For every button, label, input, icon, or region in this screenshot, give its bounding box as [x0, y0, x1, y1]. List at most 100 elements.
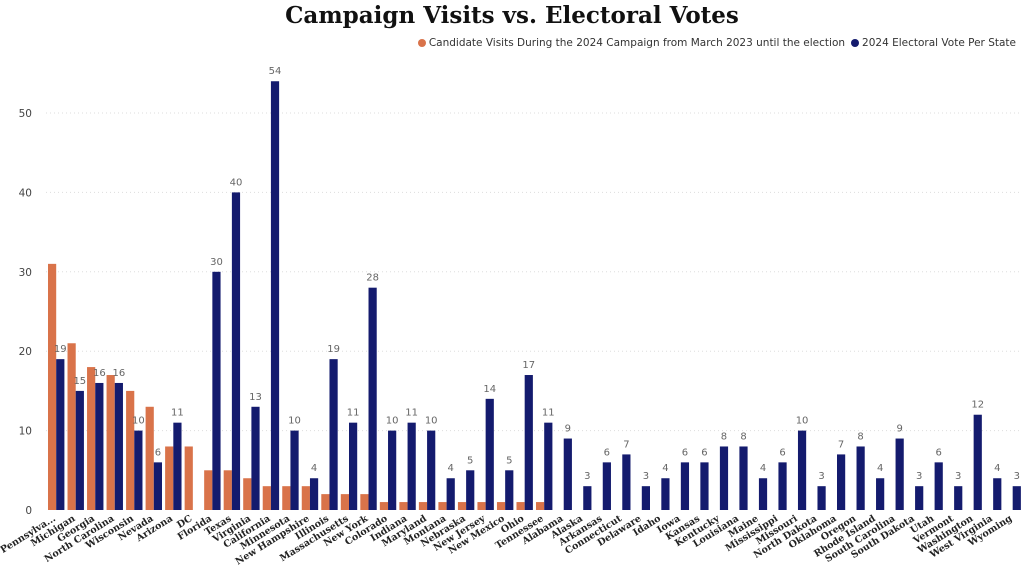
bar-electoral: [231, 192, 241, 510]
bar-visits: [379, 502, 389, 510]
data-label: 19: [54, 344, 67, 355]
bar-electoral: [309, 478, 319, 510]
bar-visits: [438, 502, 447, 510]
data-label: 3: [584, 471, 590, 482]
bar-visits: [457, 502, 467, 510]
bar-electoral: [75, 390, 84, 510]
legend-label-electoral: 2024 Electoral Vote Per State: [862, 37, 1016, 49]
data-label: 10: [425, 416, 438, 427]
data-label: 16: [93, 368, 106, 379]
data-label: 4: [994, 463, 1000, 474]
data-label: 54: [269, 66, 282, 77]
bar-electoral: [915, 486, 924, 510]
bar-electoral: [368, 287, 377, 510]
data-label: 3: [818, 471, 824, 482]
data-label: 7: [623, 439, 629, 450]
data-label: 40: [230, 177, 243, 188]
bar-electoral: [954, 486, 963, 510]
data-label: 8: [721, 431, 727, 442]
data-label: 11: [171, 408, 184, 419]
data-label: 17: [522, 360, 535, 371]
bar-electoral: [290, 430, 299, 510]
bar-electoral: [505, 470, 514, 510]
bar-electoral: [583, 486, 592, 510]
bar-visits: [496, 502, 506, 510]
data-label: 30: [210, 257, 223, 268]
bar-electoral: [485, 398, 494, 510]
bar-visits: [243, 478, 252, 510]
bar-electoral: [173, 422, 182, 510]
data-label: 9: [896, 424, 902, 435]
data-label: 12: [971, 400, 984, 411]
bar-visits: [204, 470, 213, 510]
data-label: 13: [249, 392, 262, 403]
data-label: 4: [662, 463, 668, 474]
data-label: 10: [132, 416, 145, 427]
data-label: 6: [701, 447, 707, 458]
data-label: 5: [506, 455, 512, 466]
data-label: 3: [955, 471, 961, 482]
chart-title: Campaign Visits vs. Electoral Votes: [285, 2, 739, 29]
data-label: 8: [857, 431, 863, 442]
y-tick-label: 40: [19, 187, 32, 199]
bar-electoral: [973, 414, 982, 510]
bar-electoral: [1012, 486, 1021, 510]
legend-item-visits[interactable]: Candidate Visits During the 2024 Campaig…: [417, 37, 846, 49]
bar-electoral: [837, 454, 846, 510]
legend-swatch-visits: [417, 39, 426, 47]
data-label: 6: [779, 447, 785, 458]
data-label: 16: [112, 368, 125, 379]
data-label: 3: [1014, 471, 1020, 482]
data-label: 3: [916, 471, 922, 482]
data-label: 4: [877, 463, 883, 474]
bar-visits: [48, 263, 57, 510]
data-label: 3: [643, 471, 649, 482]
bar-visits: [399, 502, 408, 510]
data-label: 28: [366, 273, 379, 284]
bar-electoral: [778, 462, 787, 510]
bar-electoral: [407, 422, 416, 510]
bar-visits: [67, 343, 76, 510]
y-tick-label: 10: [19, 426, 32, 438]
bar-electoral: [739, 446, 748, 510]
data-label: 4: [448, 463, 454, 474]
bar-electoral: [993, 478, 1002, 510]
data-label: 7: [838, 439, 844, 450]
bar-electoral: [153, 462, 162, 510]
bar-visits: [301, 486, 310, 510]
data-label: 6: [604, 447, 610, 458]
data-label: 5: [467, 455, 473, 466]
data-label: 10: [796, 416, 809, 427]
bar-electoral: [934, 462, 943, 510]
bar-electoral: [251, 406, 260, 510]
y-tick-label: 20: [19, 346, 32, 358]
bar-visits: [360, 494, 369, 510]
bar-electoral: [661, 478, 670, 510]
legend-label-visits: Candidate Visits During the 2024 Campaig…: [428, 37, 846, 49]
bar-electoral: [114, 382, 123, 510]
data-label: 11: [542, 408, 555, 419]
bar-visits: [477, 502, 486, 510]
bar-electoral: [622, 454, 631, 510]
bar-visits: [126, 390, 135, 510]
bar-visits: [418, 502, 428, 510]
data-label: 9: [565, 424, 571, 435]
bar-electoral: [388, 430, 397, 510]
bar-visits: [340, 494, 349, 510]
y-tick-label: 0: [25, 505, 32, 517]
legend-item-electoral[interactable]: 2024 Electoral Vote Per State: [851, 37, 1016, 49]
bar-visits: [282, 486, 291, 510]
data-label: 11: [405, 408, 418, 419]
bar-electoral: [95, 382, 104, 510]
bar-electoral: [524, 375, 533, 510]
legend-swatch-electoral: [851, 39, 860, 47]
bar-electoral: [700, 462, 709, 510]
data-label: 4: [311, 463, 317, 474]
bar-visits: [262, 486, 271, 510]
bar-electoral: [563, 438, 572, 510]
bar-electoral: [719, 446, 729, 510]
data-label: 19: [327, 344, 340, 355]
legend: Candidate Visits During the 2024 Campaig…: [417, 37, 1016, 49]
data-label: 6: [682, 447, 688, 458]
